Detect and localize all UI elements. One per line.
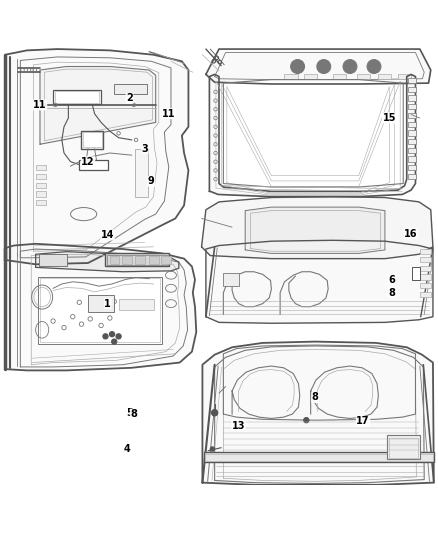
Text: 1: 1: [104, 298, 111, 309]
FancyBboxPatch shape: [223, 273, 239, 286]
Text: 17: 17: [357, 416, 370, 426]
FancyBboxPatch shape: [53, 90, 101, 104]
FancyBboxPatch shape: [420, 283, 431, 288]
Text: 8: 8: [388, 288, 395, 298]
Text: 8: 8: [311, 392, 318, 402]
FancyBboxPatch shape: [88, 295, 114, 312]
FancyBboxPatch shape: [420, 274, 431, 280]
Polygon shape: [5, 244, 196, 370]
FancyBboxPatch shape: [106, 253, 169, 265]
Text: 11: 11: [162, 109, 176, 119]
FancyBboxPatch shape: [161, 256, 171, 264]
FancyBboxPatch shape: [408, 148, 417, 153]
FancyBboxPatch shape: [408, 165, 417, 171]
Circle shape: [317, 60, 331, 74]
FancyBboxPatch shape: [36, 200, 46, 205]
Circle shape: [112, 339, 117, 344]
FancyBboxPatch shape: [387, 435, 420, 459]
FancyBboxPatch shape: [79, 159, 108, 171]
FancyBboxPatch shape: [149, 256, 159, 264]
Polygon shape: [206, 49, 431, 84]
FancyBboxPatch shape: [408, 104, 417, 109]
Text: 16: 16: [404, 229, 418, 239]
FancyBboxPatch shape: [135, 149, 148, 197]
FancyBboxPatch shape: [204, 453, 434, 462]
Text: 2: 2: [126, 93, 133, 103]
FancyBboxPatch shape: [408, 139, 417, 144]
Text: 13: 13: [232, 421, 245, 431]
Text: 14: 14: [101, 230, 114, 240]
Text: 5: 5: [126, 408, 133, 418]
Circle shape: [116, 334, 121, 339]
Text: 12: 12: [81, 157, 95, 167]
FancyBboxPatch shape: [285, 74, 297, 79]
Polygon shape: [245, 207, 385, 253]
Circle shape: [110, 332, 115, 337]
Text: 9: 9: [148, 176, 155, 187]
FancyBboxPatch shape: [408, 157, 417, 161]
Polygon shape: [40, 67, 155, 144]
FancyBboxPatch shape: [408, 87, 417, 92]
FancyBboxPatch shape: [36, 174, 46, 179]
FancyBboxPatch shape: [357, 74, 370, 79]
FancyBboxPatch shape: [110, 256, 120, 264]
Text: 8: 8: [131, 409, 137, 419]
FancyBboxPatch shape: [81, 131, 103, 149]
FancyBboxPatch shape: [332, 74, 346, 79]
FancyBboxPatch shape: [119, 299, 153, 310]
FancyBboxPatch shape: [408, 78, 417, 83]
FancyBboxPatch shape: [412, 266, 420, 280]
Polygon shape: [5, 49, 188, 264]
FancyBboxPatch shape: [408, 95, 417, 101]
FancyBboxPatch shape: [36, 165, 46, 171]
FancyBboxPatch shape: [408, 113, 417, 118]
FancyBboxPatch shape: [135, 256, 145, 264]
FancyBboxPatch shape: [39, 254, 67, 265]
Polygon shape: [209, 75, 416, 197]
Polygon shape: [201, 197, 433, 259]
FancyBboxPatch shape: [420, 257, 431, 262]
Circle shape: [290, 60, 304, 74]
FancyBboxPatch shape: [398, 74, 411, 79]
Polygon shape: [202, 342, 434, 485]
Circle shape: [367, 60, 381, 74]
Circle shape: [103, 334, 108, 339]
FancyBboxPatch shape: [420, 249, 431, 254]
Polygon shape: [206, 240, 433, 323]
FancyBboxPatch shape: [114, 84, 147, 94]
FancyBboxPatch shape: [408, 122, 417, 127]
FancyBboxPatch shape: [408, 174, 417, 179]
Circle shape: [210, 447, 215, 451]
Text: 15: 15: [382, 113, 396, 123]
FancyBboxPatch shape: [38, 277, 162, 344]
FancyBboxPatch shape: [36, 191, 46, 197]
FancyBboxPatch shape: [408, 130, 417, 135]
Text: 4: 4: [124, 444, 131, 454]
Text: 3: 3: [141, 143, 148, 154]
FancyBboxPatch shape: [122, 256, 132, 264]
FancyBboxPatch shape: [420, 292, 431, 297]
Circle shape: [304, 417, 309, 423]
FancyBboxPatch shape: [36, 183, 46, 188]
Text: 6: 6: [388, 274, 395, 285]
FancyBboxPatch shape: [378, 74, 392, 79]
FancyBboxPatch shape: [420, 265, 431, 271]
Polygon shape: [35, 252, 179, 272]
Circle shape: [212, 410, 218, 416]
Circle shape: [343, 60, 357, 74]
Text: 11: 11: [33, 100, 47, 110]
Polygon shape: [223, 79, 403, 187]
FancyBboxPatch shape: [304, 74, 317, 79]
